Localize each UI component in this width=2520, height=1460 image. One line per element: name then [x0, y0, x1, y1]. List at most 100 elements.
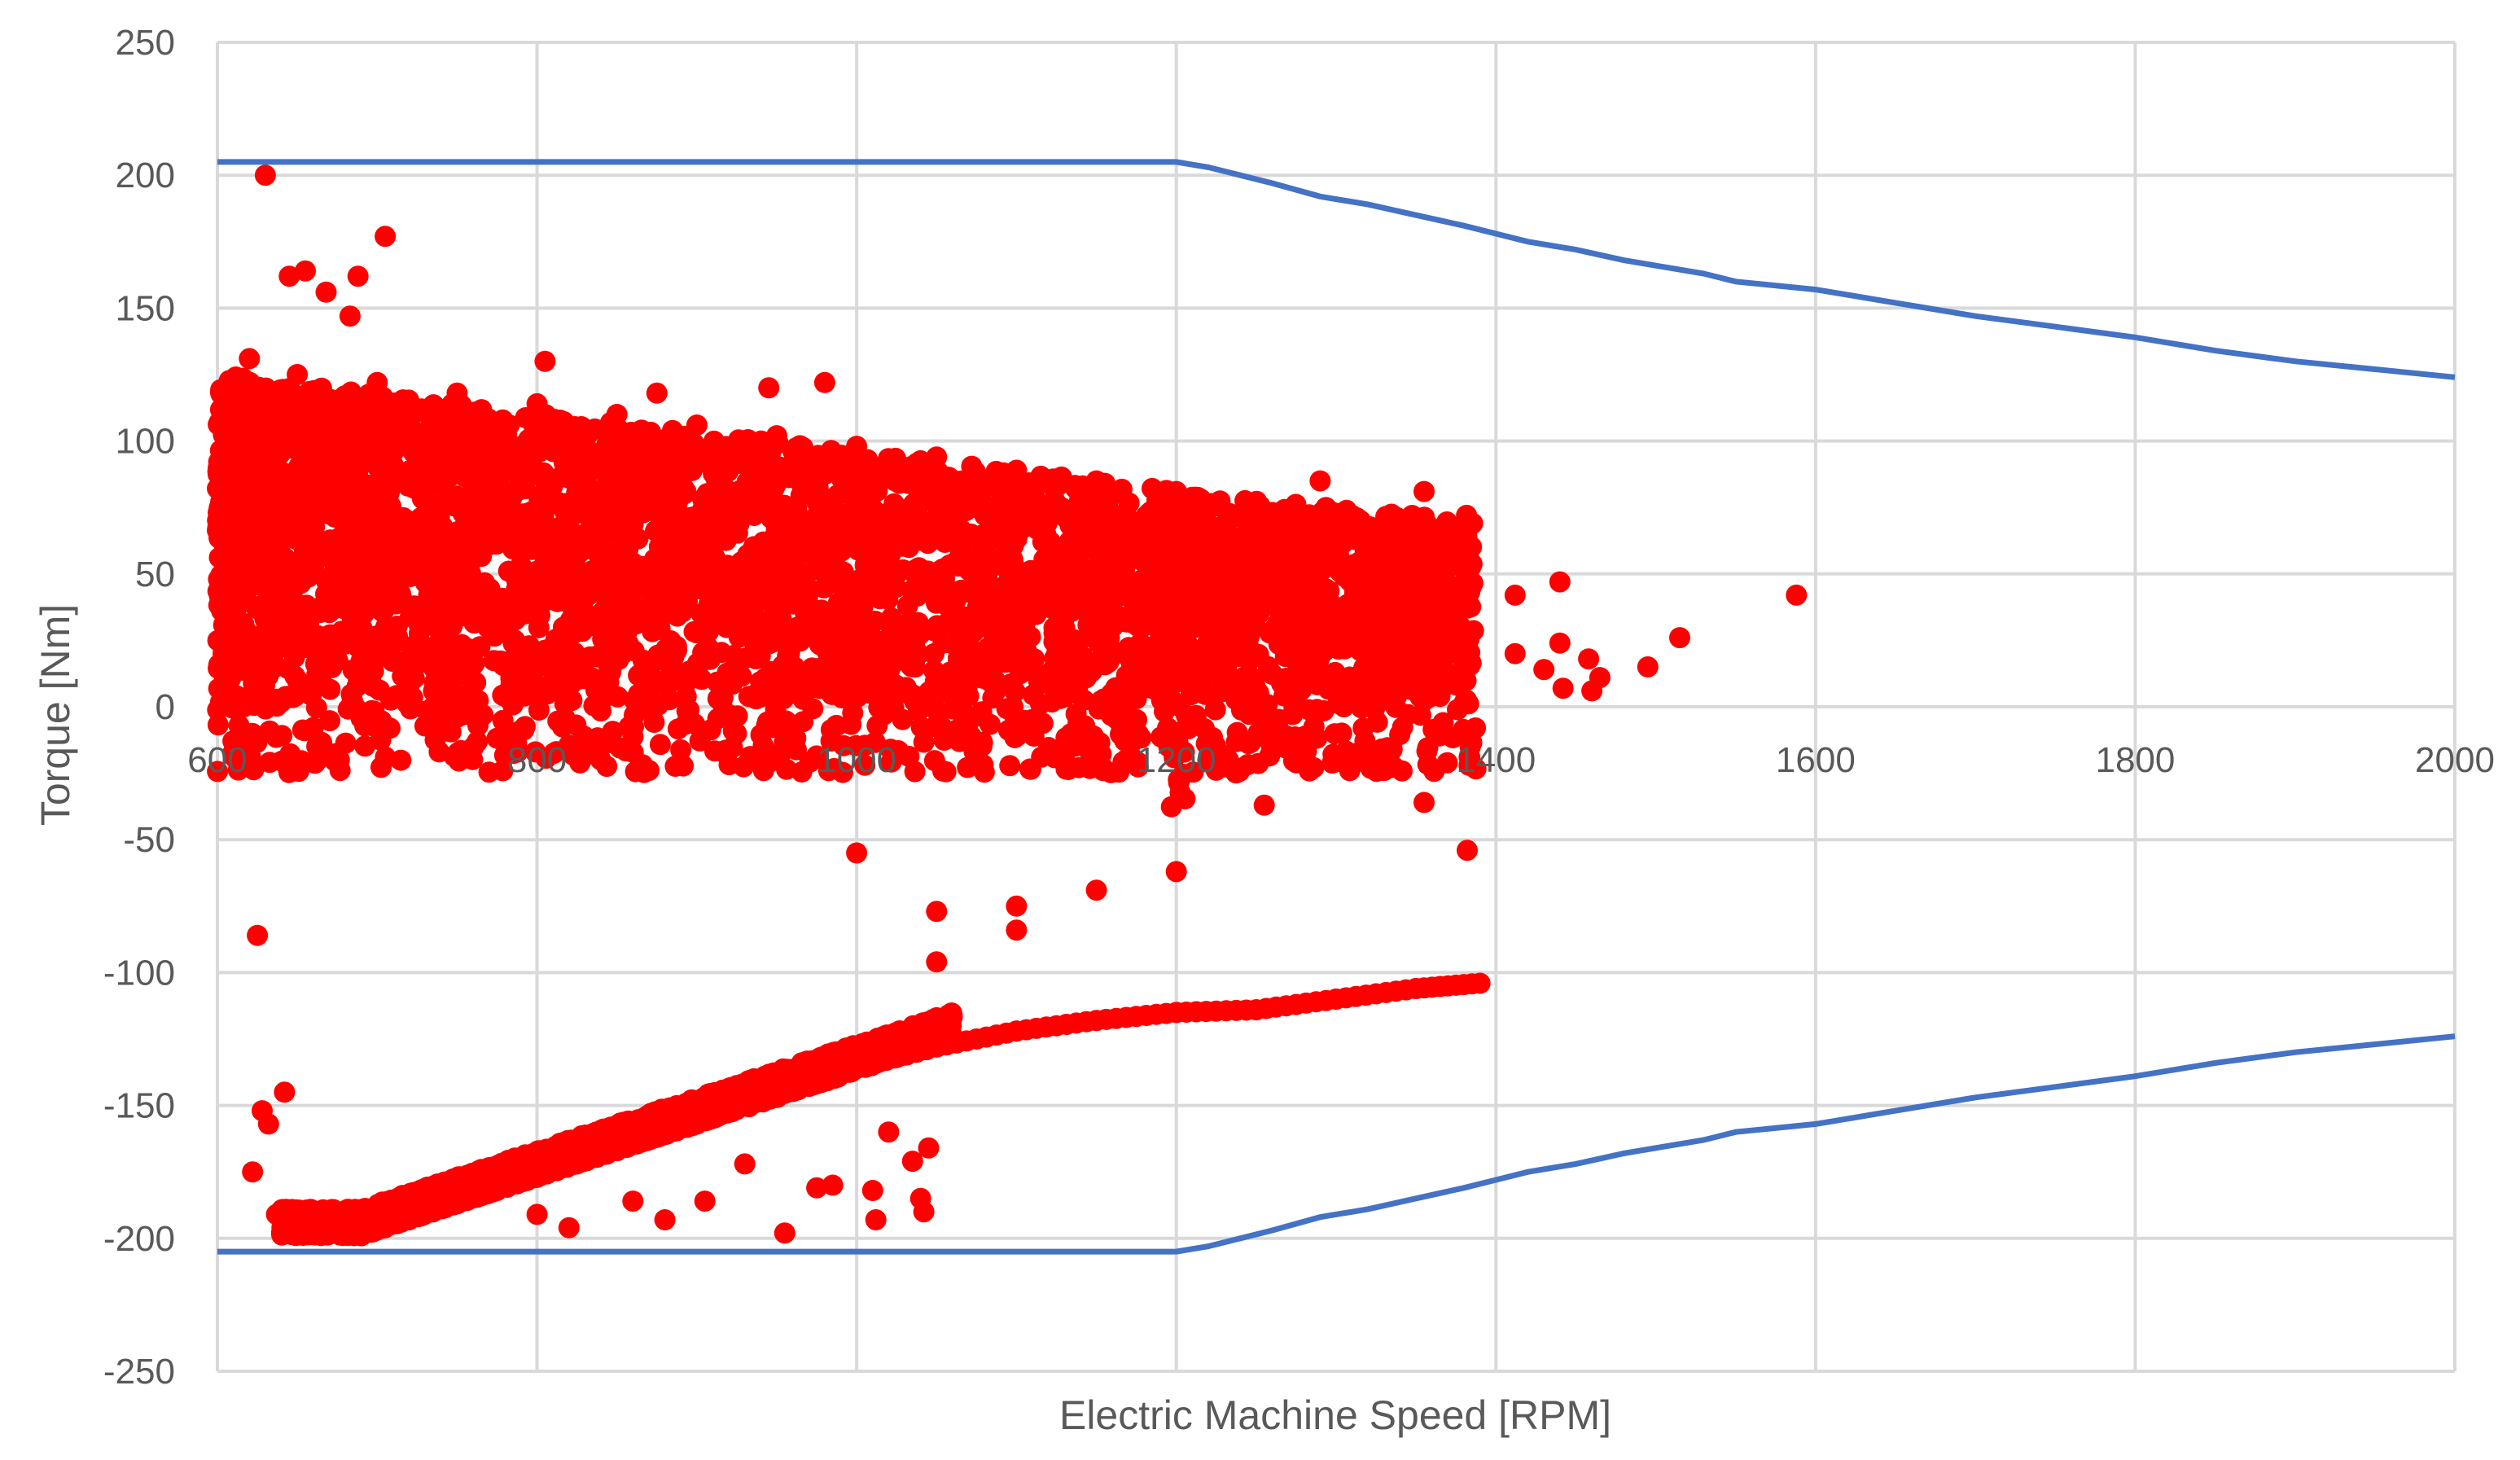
data-point: [327, 528, 348, 550]
data-point: [522, 410, 544, 432]
data-point: [1192, 607, 1214, 629]
data-point: [406, 608, 428, 630]
data-point: [795, 447, 817, 469]
data-point: [293, 594, 315, 616]
data-point: [624, 497, 646, 518]
data-point: [241, 505, 263, 526]
data-point: [277, 658, 299, 680]
data-point: [1305, 664, 1327, 686]
data-point: [877, 588, 899, 610]
data-point: [581, 515, 603, 537]
data-point: [475, 503, 497, 525]
data-point: [437, 454, 458, 476]
data-point: [347, 625, 369, 647]
data-point: [307, 625, 329, 647]
data-point: [479, 534, 500, 556]
data-point: [1415, 598, 1437, 620]
data-point: [670, 458, 692, 480]
data-point: [782, 566, 804, 588]
data-point: [616, 582, 638, 604]
data-point: [1191, 559, 1213, 581]
data-point: [685, 557, 707, 579]
data-point: [1427, 564, 1449, 586]
data-point: [270, 518, 292, 540]
data-point: [1107, 642, 1129, 664]
data-point: [883, 568, 905, 590]
data-point: [791, 663, 813, 685]
data-point: [215, 420, 237, 442]
data-point: [1056, 570, 1078, 592]
data-point: [881, 635, 903, 657]
data-point: [715, 529, 737, 551]
data-point: [321, 649, 343, 671]
data-point: [256, 645, 278, 667]
data-point: [290, 400, 311, 422]
data-point: [785, 541, 807, 563]
data-point: [1360, 610, 1382, 632]
data-point: [772, 594, 794, 616]
data-point: [437, 535, 458, 557]
data-point: [1032, 595, 1054, 617]
data-point: [927, 527, 949, 549]
data-point: [445, 485, 467, 507]
data-point: [1234, 489, 1256, 511]
data-point: [421, 432, 443, 454]
data-point: [1417, 639, 1439, 661]
data-point: [763, 631, 785, 653]
data-point: [1313, 641, 1335, 663]
data-point: [1357, 541, 1379, 563]
data-point: [923, 642, 944, 664]
data-point: [885, 674, 907, 696]
data-point: [1018, 488, 1040, 510]
data-point: [299, 439, 321, 461]
data-point: [852, 567, 874, 589]
data-point: [1032, 531, 1054, 553]
data-point: [1339, 561, 1361, 583]
data-point: [1222, 551, 1244, 573]
data-points: [207, 164, 1808, 1247]
data-point: [732, 559, 754, 581]
data-point: [216, 608, 238, 630]
data-point: [740, 467, 762, 489]
data-point: [998, 617, 1020, 638]
data-point: [640, 421, 662, 443]
data-point: [242, 389, 264, 410]
data-point: [381, 541, 403, 563]
data-point: [362, 660, 384, 682]
data-point: [402, 441, 424, 463]
data-point: [498, 414, 520, 436]
data-point: [500, 496, 521, 518]
data-point: [504, 609, 526, 631]
data-point: [546, 590, 568, 612]
data-point: [1354, 577, 1376, 598]
data-point: [562, 465, 584, 487]
data-point: [541, 493, 563, 515]
data-point: [796, 586, 818, 608]
data-point: [409, 637, 431, 659]
data-point: [747, 447, 769, 469]
data-point: [221, 374, 243, 396]
data-point: [441, 616, 463, 638]
data-point: [596, 673, 618, 695]
data-point: [935, 594, 957, 616]
data-point: [1268, 634, 1290, 655]
data-point: [925, 617, 947, 639]
data-point: [584, 449, 606, 471]
data-point: [1067, 497, 1089, 519]
data-point: [901, 655, 923, 677]
data-point: [760, 660, 782, 682]
data-point: [348, 582, 370, 604]
data-point: [303, 379, 325, 401]
data-point: [1296, 520, 1318, 541]
data-point: [221, 455, 243, 477]
data-point: [523, 586, 545, 608]
data-point: [380, 638, 402, 660]
data-point: [807, 477, 829, 499]
data-point: [334, 452, 356, 474]
data-point: [1041, 472, 1063, 494]
data-point: [963, 620, 984, 642]
data-point: [464, 427, 486, 448]
data-point: [826, 659, 848, 681]
